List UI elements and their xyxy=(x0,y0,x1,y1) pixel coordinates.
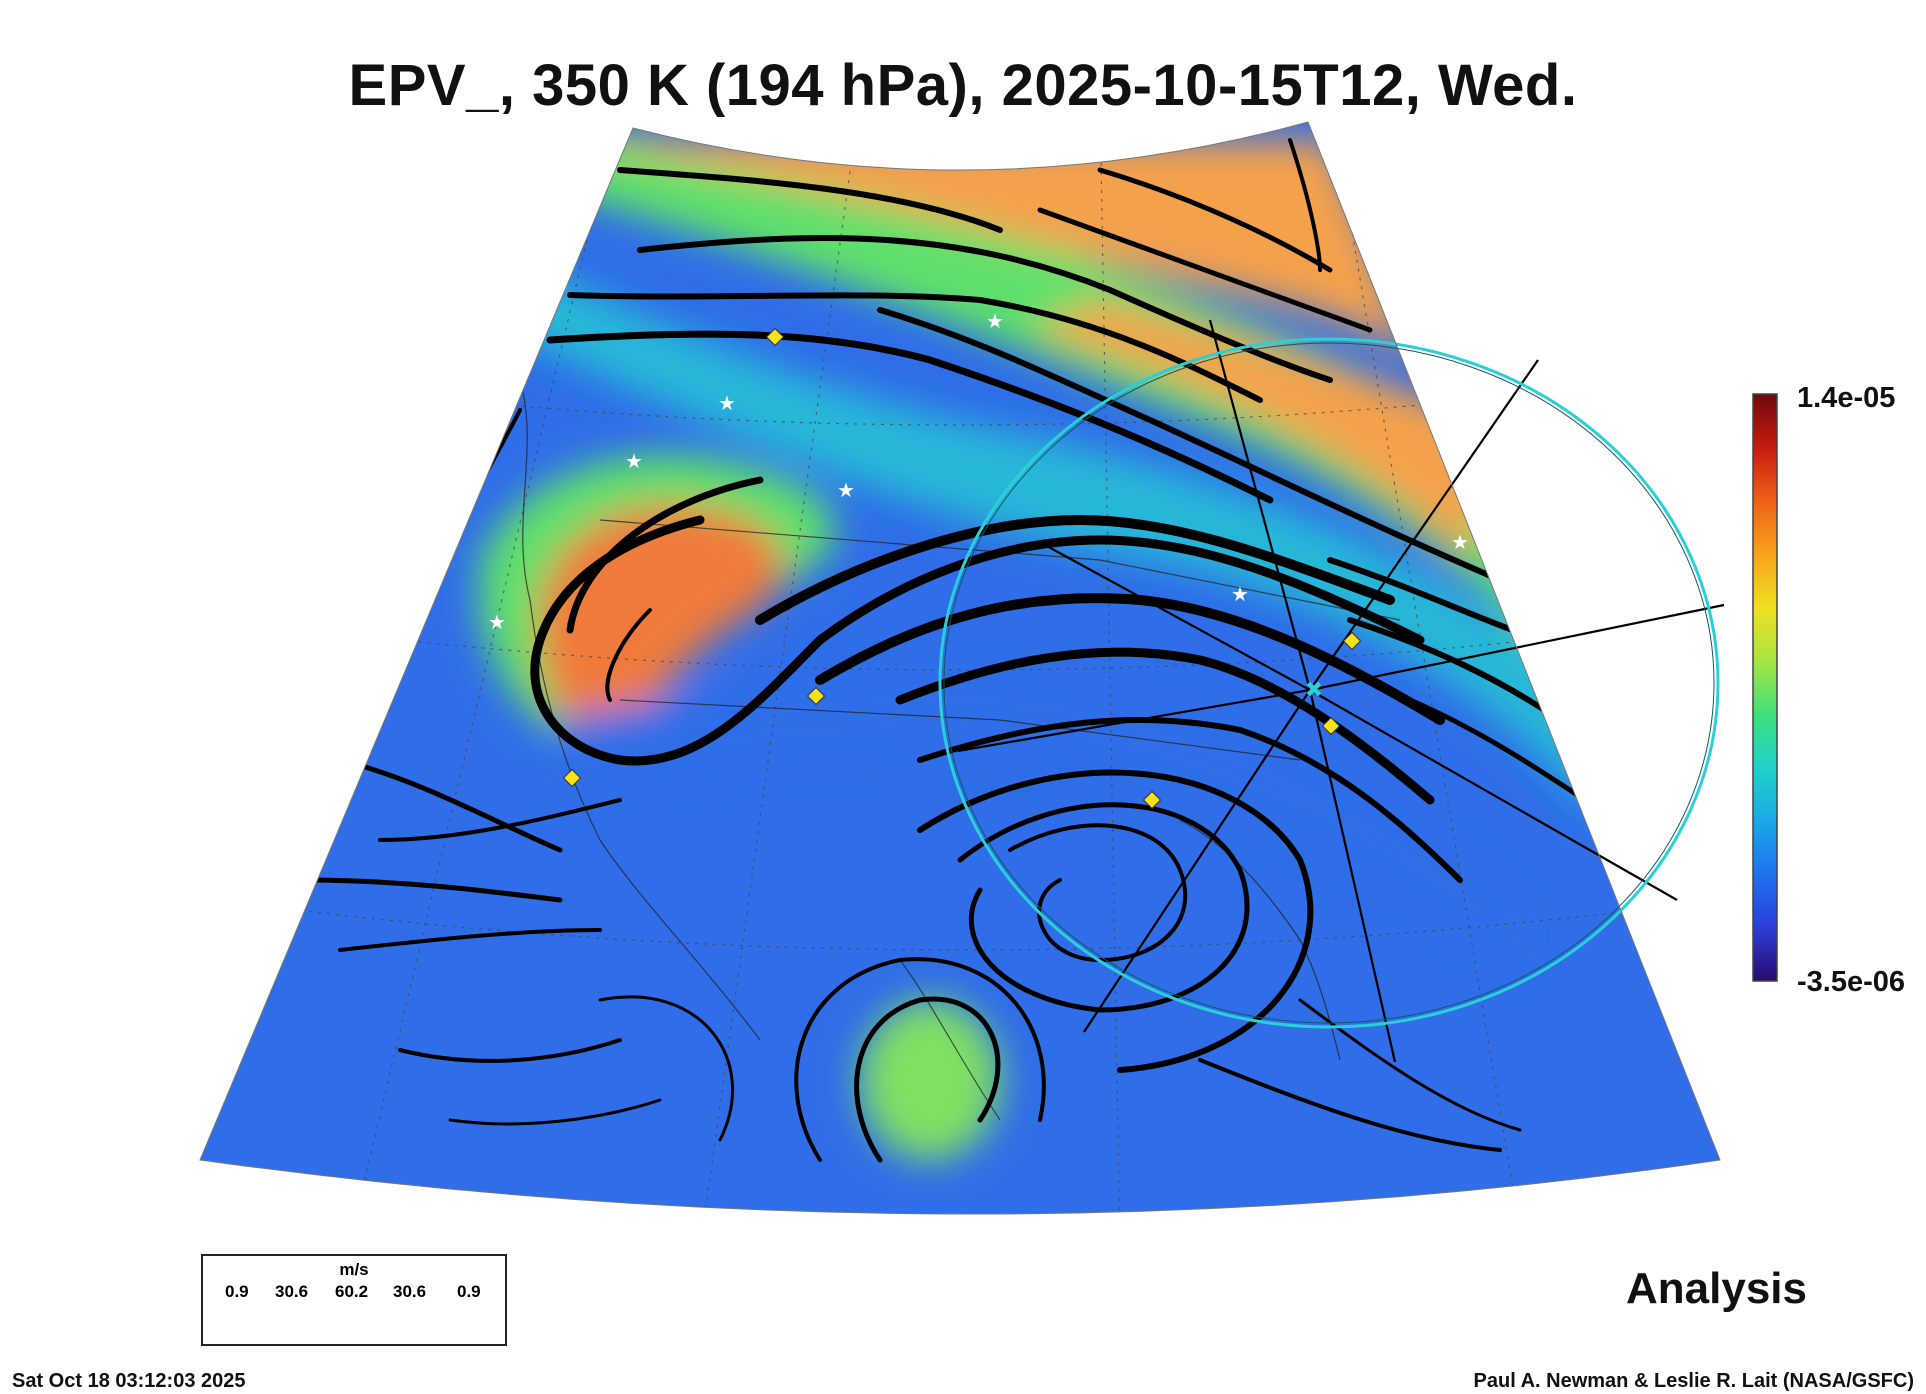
station-star-icon: ★ xyxy=(1451,530,1469,554)
colorbar-max-label: 1.4e-05 xyxy=(1797,382,1896,414)
origin-cross-icon: ✖ xyxy=(1305,678,1323,703)
wind-streamlines xyxy=(297,138,1603,1163)
wind-legend: m/s 0.9 30.6 60.2 30.6 0.9 xyxy=(201,1254,507,1346)
footer-credit: Paul A. Newman & Leslie R. Lait (NASA/GS… xyxy=(1473,1370,1914,1392)
station-star-icon: ★ xyxy=(986,309,1004,333)
footer-timestamp: Sat Oct 18 03:12:03 2025 xyxy=(12,1370,246,1392)
map-sector-border xyxy=(199,121,1721,1215)
station-star-icon: ★ xyxy=(718,391,736,415)
station-diamond-icon xyxy=(1321,716,1341,736)
colorbar xyxy=(1752,393,1778,982)
station-stars: ★ ★ ★ ★ ★ ★ ★ ✖ xyxy=(488,309,1469,703)
station-diamond-icon xyxy=(765,327,785,347)
range-circle xyxy=(938,337,1720,1029)
trajectory-rays xyxy=(957,319,1725,1063)
station-star-icon: ★ xyxy=(837,478,855,502)
wind-legend-value: 60.2 xyxy=(335,1282,369,1301)
station-diamond-icon xyxy=(562,768,582,788)
station-star-icon: ★ xyxy=(488,610,506,634)
range-circle-inner xyxy=(943,342,1715,1024)
station-star-icon: ★ xyxy=(1231,582,1249,606)
station-star-icon: ★ xyxy=(625,449,643,473)
wind-legend-unit: m/s xyxy=(339,1260,369,1279)
station-diamond-icon xyxy=(1342,631,1362,651)
station-diamond-icon xyxy=(806,686,826,706)
wind-legend-value: 0.9 xyxy=(225,1282,249,1301)
wind-legend-value: 30.6 xyxy=(275,1282,309,1301)
map-graticule xyxy=(219,122,1720,1214)
station-diamond-icon xyxy=(1142,790,1162,810)
analysis-label: Analysis xyxy=(1626,1264,1807,1313)
wind-legend-value: 0.9 xyxy=(457,1282,481,1301)
map-title: EPV_, 350 K (194 hPa), 2025-10-15T12, We… xyxy=(348,53,1578,118)
colorbar-min-label: -3.5e-06 xyxy=(1797,966,1906,998)
wind-legend-value: 30.6 xyxy=(393,1282,427,1301)
station-diamonds xyxy=(562,327,1362,810)
